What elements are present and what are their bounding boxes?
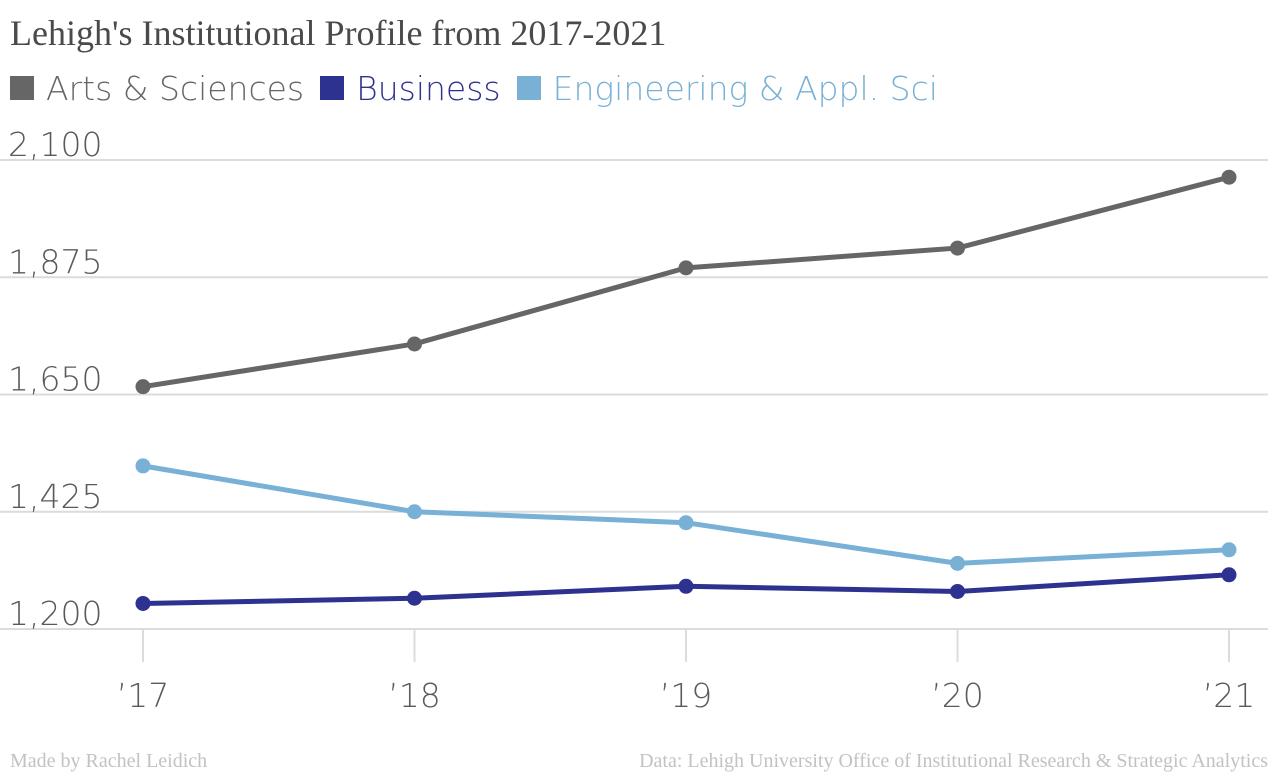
y-tick-label: 1,425: [8, 477, 102, 516]
data-point-engineering: [135, 458, 151, 474]
x-tick-label: ’21: [1203, 676, 1255, 715]
data-point-arts-sciences: [678, 260, 694, 276]
data-point-arts-sciences: [407, 336, 422, 352]
x-tick-label: ’19: [660, 676, 712, 715]
data-point-engineering: [1221, 542, 1237, 558]
data-point-arts-sciences: [950, 240, 965, 256]
legend-item-business: Business: [320, 69, 501, 108]
data-point-engineering: [407, 504, 422, 520]
data-point-business: [135, 595, 151, 611]
data-point-business: [1221, 567, 1237, 583]
legend-swatch-engineering: [516, 76, 541, 100]
data-point-engineering: [950, 555, 965, 571]
data-point-business: [678, 578, 694, 594]
legend-swatch-business: [320, 76, 345, 100]
legend-item-arts-sciences: Arts & Sciences: [10, 69, 304, 108]
legend-item-engineering: Engineering & Appl. Sci: [516, 68, 938, 108]
x-tick-label: ’20: [931, 676, 983, 715]
legend-label-arts-sciences: Arts & Sciences: [46, 68, 305, 108]
y-tick-label: 1,200: [8, 594, 102, 633]
x-tick-label: ’17: [117, 676, 169, 715]
chart-title: Lehigh's Institutional Profile from 2017…: [10, 13, 667, 53]
y-tick-label: 1,875: [8, 242, 102, 281]
footer-source: Data: Lehigh University Office of Instit…: [639, 750, 1268, 772]
series-line-engineering: [140, 463, 1232, 566]
y-tick-label: 1,650: [8, 360, 102, 399]
legend-swatch-arts-sciences: [10, 76, 34, 100]
legend-label-engineering: Engineering & Appl. Sci: [552, 68, 938, 108]
legend-label-business: Business: [356, 68, 501, 108]
x-tick-label: ’18: [388, 676, 440, 715]
data-point-business: [950, 583, 965, 599]
data-point-business: [407, 590, 422, 606]
data-point-arts-sciences: [135, 379, 151, 395]
y-tick-label: 2,100: [8, 125, 102, 164]
data-point-arts-sciences: [1221, 169, 1237, 185]
footer-credit: Made by Rachel Leidich: [10, 750, 208, 772]
data-point-engineering: [678, 515, 694, 531]
series-line-arts-sciences: [140, 174, 1232, 390]
chart-legend: Arts & Sciences Business Engineering & A…: [10, 66, 954, 110]
